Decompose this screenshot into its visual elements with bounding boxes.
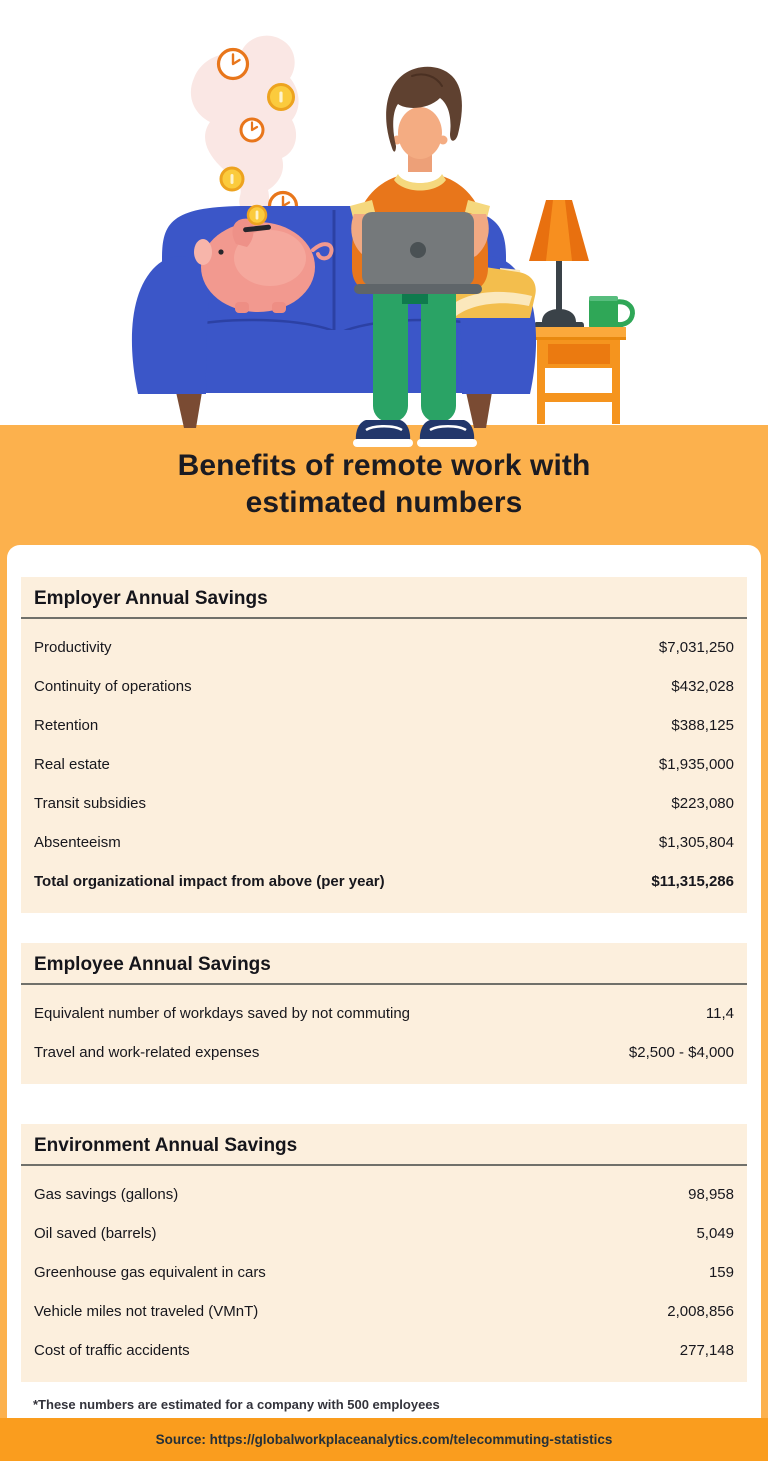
- page-title: Benefits of remote work with estimated n…: [0, 447, 768, 521]
- footnote: *These numbers are estimated for a compa…: [33, 1397, 440, 1412]
- row-value: $11,315,286: [651, 872, 734, 890]
- clock-icon: [239, 117, 265, 143]
- table-row: Absenteeism $1,305,804: [21, 823, 747, 862]
- row-value: 5,049: [696, 1224, 734, 1242]
- table-row: Oil saved (barrels) 5,049: [21, 1214, 747, 1253]
- row-value: $223,080: [671, 794, 734, 812]
- table-row: Vehicle miles not traveled (VMnT) 2,008,…: [21, 1292, 747, 1331]
- person-leg: [373, 278, 408, 422]
- person: [350, 66, 490, 447]
- table-row: Gas savings (gallons) 98,958: [21, 1175, 747, 1214]
- couch-armrest: [131, 256, 209, 394]
- table-row: Productivity $7,031,250: [21, 628, 747, 667]
- title-line-1: Benefits of remote work with: [177, 449, 591, 482]
- person-hair: [386, 66, 462, 152]
- row-value: 98,958: [688, 1185, 734, 1203]
- row-label: Retention: [34, 716, 99, 734]
- table-title: Employee Annual Savings: [21, 943, 747, 985]
- row-value: 2,008,856: [667, 1302, 734, 1320]
- row-value: $2,500 - $4,000: [628, 1043, 734, 1061]
- table-row: Greenhouse gas equivalent in cars 159: [21, 1253, 747, 1292]
- row-label: Cost of traffic accidents: [34, 1341, 190, 1359]
- couch-leg: [466, 392, 492, 428]
- employee-annual-savings-table: Employee Annual Savings Equivalent numbe…: [21, 943, 747, 1084]
- title-line-2: estimated numbers: [245, 486, 523, 519]
- environment-annual-savings-table: Environment Annual Savings Gas savings (…: [21, 1124, 747, 1382]
- row-label: Absenteeism: [34, 833, 121, 851]
- clock-icon: [216, 47, 250, 81]
- row-label: Oil saved (barrels): [34, 1224, 157, 1242]
- table-row: Cost of traffic accidents 277,148: [21, 1331, 747, 1370]
- table-row: Retention $388,125: [21, 706, 747, 745]
- table-lamp: [529, 200, 589, 328]
- employer-annual-savings-table: Employer Annual Savings Productivity $7,…: [21, 577, 747, 913]
- table-row: Travel and work-related expenses $2,500 …: [21, 1033, 747, 1072]
- table-title: Environment Annual Savings: [21, 1124, 747, 1166]
- sneaker: [417, 420, 477, 447]
- table-row: Transit subsidies $223,080: [21, 784, 747, 823]
- person-leg: [421, 278, 456, 422]
- row-label: Vehicle miles not traveled (VMnT): [34, 1302, 259, 1320]
- coin-icon: [219, 166, 245, 192]
- row-value: $1,935,000: [658, 755, 734, 773]
- row-value: $388,125: [671, 716, 734, 734]
- source-footer: Source: https://globalworkplaceanalytics…: [0, 1418, 768, 1461]
- row-value: $7,031,250: [658, 638, 734, 656]
- row-value: 159: [708, 1263, 734, 1281]
- row-label: Continuity of operations: [34, 677, 192, 695]
- row-value: $1,305,804: [658, 833, 734, 851]
- table-row: Continuity of operations $432,028: [21, 667, 747, 706]
- row-value: $432,028: [671, 677, 734, 695]
- row-label: Equivalent number of workdays saved by n…: [34, 1004, 411, 1022]
- table-row: Equivalent number of workdays saved by n…: [21, 994, 747, 1033]
- table-row-total: Total organizational impact from above (…: [21, 862, 747, 901]
- row-label: Travel and work-related expenses: [34, 1043, 260, 1061]
- coin-icon: [246, 204, 268, 226]
- couch-leg: [176, 392, 202, 428]
- sneaker: [353, 420, 413, 447]
- mug: [589, 296, 635, 329]
- row-label: Real estate: [34, 755, 110, 773]
- content-background: Employer Annual Savings Productivity $7,…: [0, 545, 768, 1418]
- hero-illustration: [0, 0, 768, 447]
- row-label: Greenhouse gas equivalent in cars: [34, 1263, 266, 1281]
- side-table: [528, 200, 635, 424]
- table-title: Employer Annual Savings: [21, 577, 747, 619]
- row-value: 11,4: [705, 1004, 734, 1022]
- piggy-bank: [194, 204, 334, 313]
- table-row: Real estate $1,935,000: [21, 745, 747, 784]
- row-label: Productivity: [34, 638, 112, 656]
- content-card: Employer Annual Savings Productivity $7,…: [7, 545, 761, 1418]
- coin-icon: [267, 83, 295, 111]
- person-face: [398, 107, 442, 159]
- laptop: [354, 212, 482, 294]
- row-label: Transit subsidies: [34, 794, 146, 812]
- source-text: Source: https://globalworkplaceanalytics…: [155, 1432, 613, 1447]
- remote-work-illustration: [131, 35, 635, 447]
- row-label: Total organizational impact from above (…: [34, 872, 385, 890]
- row-label: Gas savings (gallons): [34, 1185, 179, 1203]
- row-value: 277,148: [679, 1341, 734, 1359]
